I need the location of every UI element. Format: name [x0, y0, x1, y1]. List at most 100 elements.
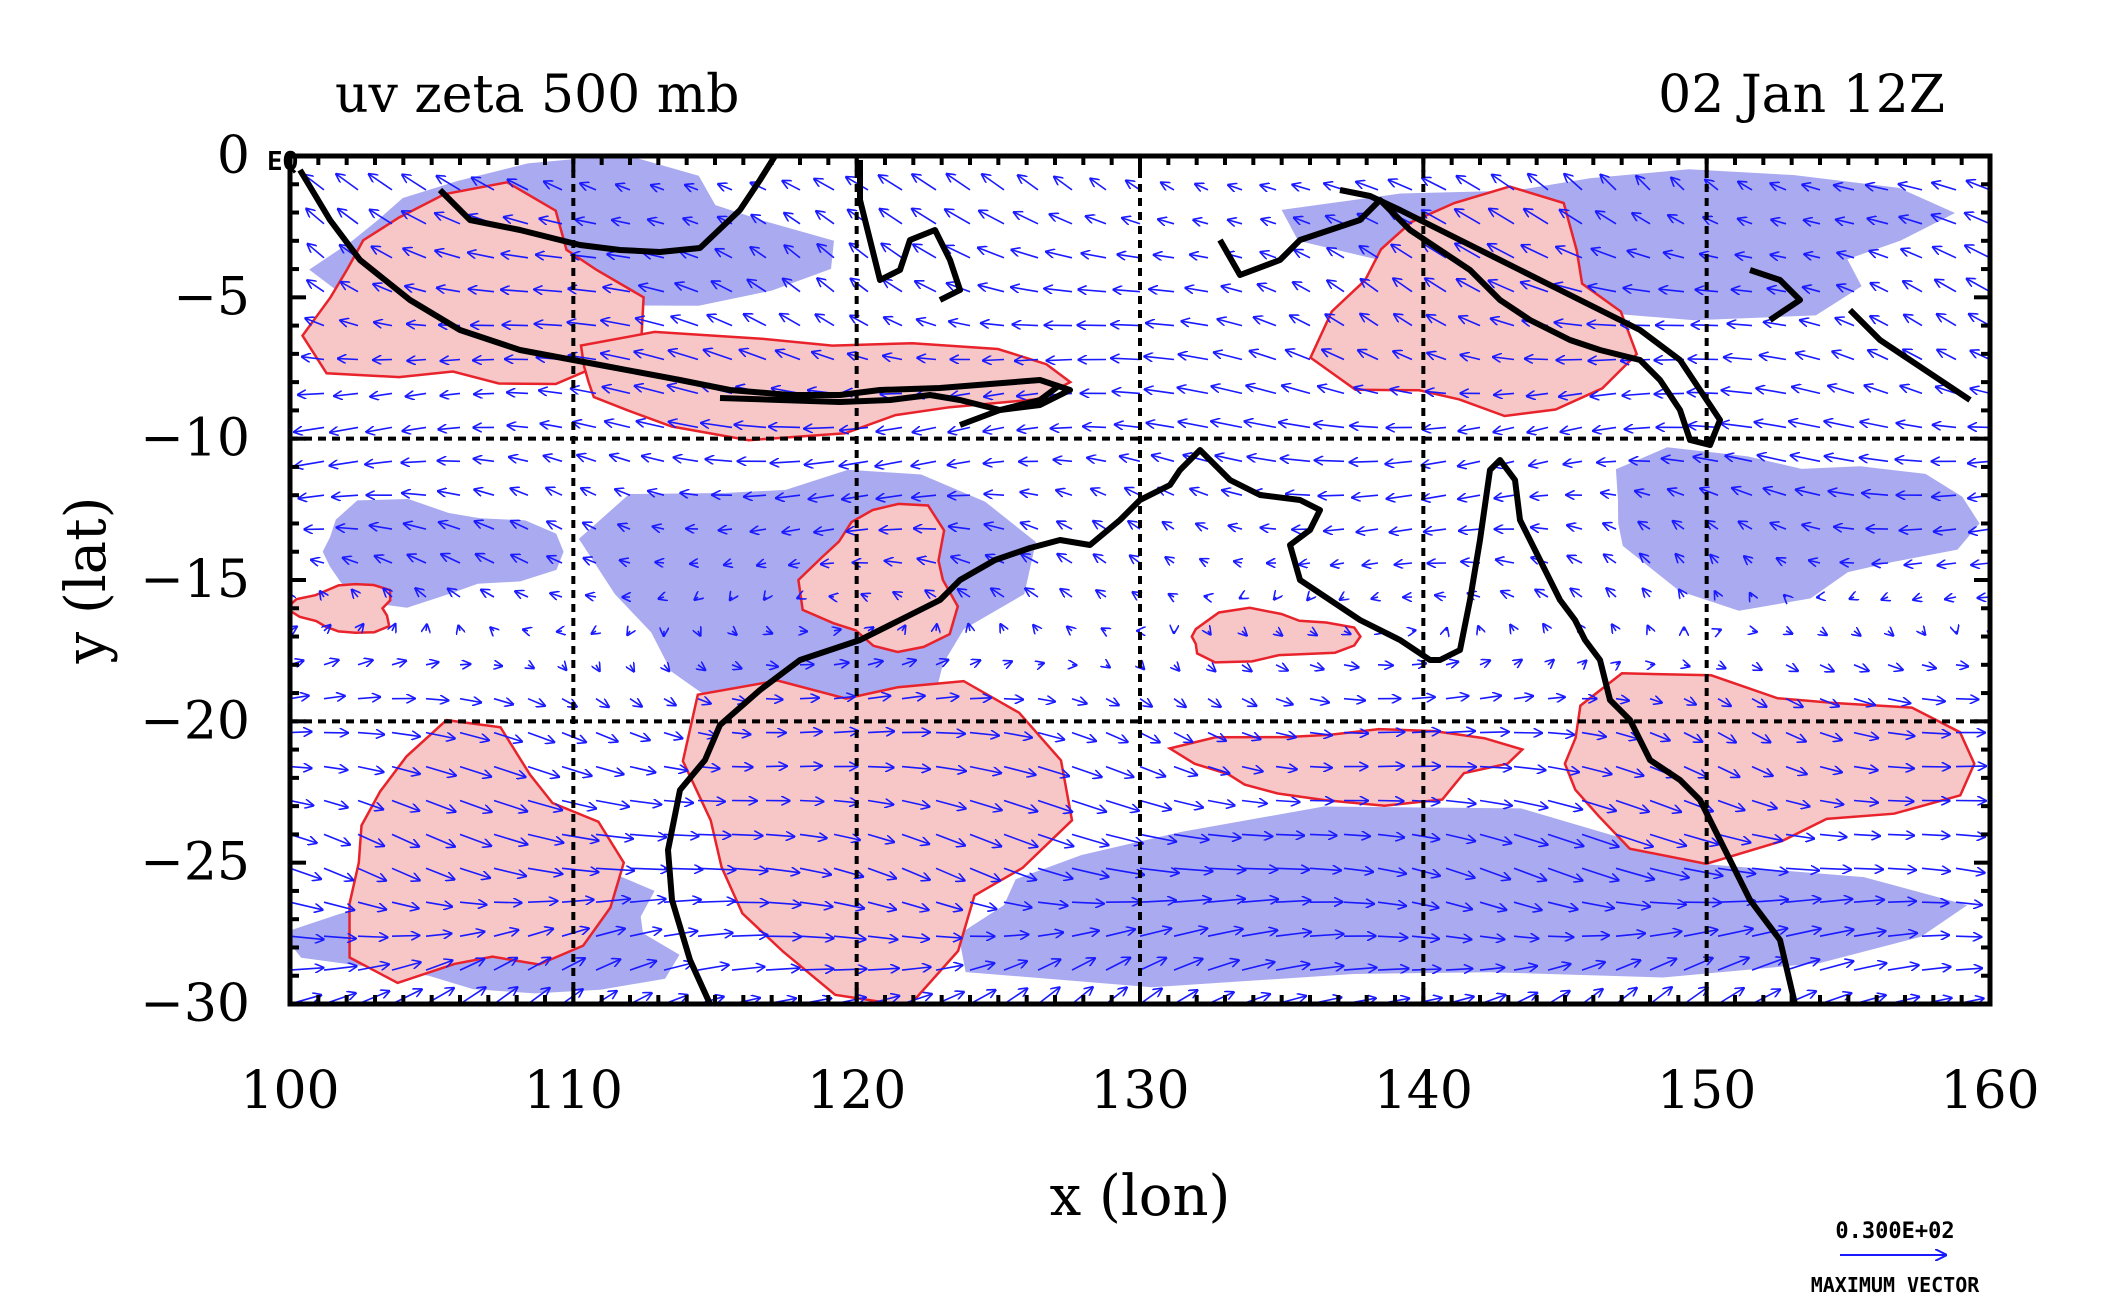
wind-vector [1092, 489, 1107, 495]
wind-vector [358, 625, 363, 631]
wind-vector [1387, 495, 1413, 499]
wind-vector [1139, 833, 1176, 841]
wind-vector [1240, 597, 1242, 598]
wind-vector [441, 393, 461, 395]
wind-vector [1544, 625, 1548, 631]
wind-vector [403, 212, 427, 225]
wind-vector [783, 529, 801, 532]
wind-vector [1887, 933, 1917, 936]
wind-vector [969, 733, 998, 736]
wind-vector [1717, 799, 1744, 810]
negative-vorticity-region [958, 806, 1968, 988]
wind-vector [1478, 627, 1480, 631]
wind-vector [1970, 529, 1990, 532]
wind-vector [493, 867, 526, 876]
wind-vector [652, 185, 665, 190]
wind-vector [1616, 662, 1619, 664]
wind-vector [1718, 630, 1720, 631]
wind-vector [1479, 696, 1500, 699]
wind-vector [1489, 281, 1515, 293]
wind-vector [391, 962, 420, 971]
wind-vector [1254, 317, 1277, 327]
wind-vector [338, 359, 359, 360]
wind-vector [1479, 936, 1504, 939]
y-tick-label: −30 [140, 974, 250, 1034]
wind-vector [1662, 459, 1685, 462]
wind-vector [1186, 288, 1209, 292]
wind-vector [1568, 525, 1583, 529]
wind-vector [1287, 350, 1311, 361]
wind-vector [602, 320, 631, 325]
wind-vector [1955, 699, 1978, 700]
wind-vector [1887, 868, 1915, 870]
wind-vector [946, 210, 971, 225]
wind-vector [745, 495, 767, 497]
wind-vector [561, 868, 598, 872]
wind-vector [765, 868, 799, 872]
wind-vector [540, 391, 563, 394]
wind-vector [708, 315, 733, 327]
wind-vector [1115, 425, 1141, 428]
wind-vector [1293, 185, 1311, 190]
wind-vector [527, 765, 559, 777]
wind-vector [1411, 697, 1434, 699]
wind-vector [777, 495, 801, 498]
wind-vector [459, 959, 484, 971]
wind-vector [308, 281, 325, 293]
wind-vector [731, 834, 762, 835]
wind-vector [816, 315, 835, 327]
wind-vector [884, 356, 903, 360]
wind-vector [1672, 178, 1685, 191]
wind-vector [1972, 563, 1990, 565]
wind-vector [613, 220, 631, 224]
wind-vector [1391, 389, 1413, 393]
wind-vector [1241, 801, 1266, 804]
wind-vector [1738, 219, 1753, 224]
wind-vector [1921, 665, 1935, 668]
wind-vector [704, 350, 733, 361]
x-tick-label: 160 [1940, 1061, 2039, 1121]
wind-vector [1604, 555, 1617, 564]
wind-vector [1934, 247, 1957, 259]
wind-vector [1496, 560, 1515, 563]
wind-vector [1785, 801, 1809, 807]
wind-vector [1689, 359, 1719, 360]
wind-vector [1902, 249, 1923, 259]
wind-vector [1899, 184, 1923, 190]
wind-vector [731, 902, 768, 903]
wind-vector [333, 495, 359, 497]
wind-vector [877, 427, 903, 431]
wind-vector [1683, 867, 1722, 875]
wind-vector [584, 558, 597, 563]
wind-vector [1071, 731, 1095, 741]
wind-vector [1355, 388, 1379, 394]
wind-vector [1173, 929, 1207, 937]
wind-vector [1785, 929, 1820, 937]
wind-vector [629, 930, 661, 937]
wind-vector [459, 765, 491, 777]
wind-vector [1560, 393, 1583, 396]
wind-vector [620, 560, 631, 563]
wind-vector [527, 697, 544, 706]
wind-vector [611, 455, 631, 461]
wind-vector [669, 351, 699, 361]
wind-vector [1739, 182, 1753, 191]
wind-vector [984, 360, 1005, 361]
wind-vector [731, 868, 767, 871]
wind-vector [867, 696, 890, 699]
wind-vector [1105, 731, 1127, 742]
wind-vector [548, 522, 563, 530]
wind-vector [290, 290, 291, 292]
wind-vector [1343, 902, 1374, 904]
wind-vector [370, 526, 393, 530]
wind-vector [1018, 393, 1039, 396]
wind-vector [551, 593, 563, 597]
wind-vector [1649, 699, 1661, 703]
wind-vector [1152, 455, 1175, 461]
wind-vector [459, 731, 488, 741]
x-axis-label: x (lon) [1050, 1164, 1231, 1229]
wind-vector [1636, 491, 1651, 495]
wind-vector [1173, 833, 1208, 839]
wind-vector [659, 597, 664, 599]
wind-vector [901, 767, 929, 770]
